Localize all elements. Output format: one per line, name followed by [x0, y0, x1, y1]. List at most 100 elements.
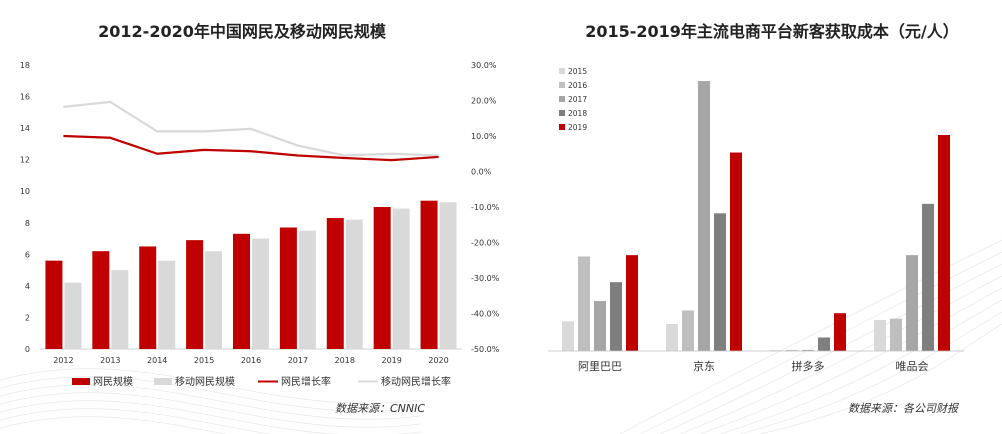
bar-2016-阿里巴巴 [578, 256, 590, 351]
legend-label: 2017 [568, 95, 587, 104]
right-tick-label: -10.0% [471, 203, 500, 212]
legend-label: 2019 [568, 123, 587, 132]
bar-netizen-2016 [233, 233, 250, 349]
left-tick-label: 10 [20, 187, 30, 196]
bar-2015-京东 [666, 324, 678, 351]
chart2-x-axis: 阿里巴巴 京东 拼多多 唯品会 [548, 350, 964, 373]
right-tick-label: 0.0% [471, 168, 492, 177]
bar-mobile-2012 [64, 282, 82, 349]
legend-label: 网民增长率 [281, 375, 331, 388]
left-tick-label: 2 [25, 313, 30, 322]
right-tick-label: 20.0% [471, 97, 497, 106]
bar-2018-京东 [714, 213, 726, 351]
mobile-growth-line [63, 100, 439, 157]
left-tick-label: 12 [20, 156, 30, 165]
bar-mobile-2020 [439, 202, 457, 349]
legend-label: 2015 [568, 67, 587, 76]
legend-swatch [559, 68, 565, 74]
chart1-x-axis: 2012 2013 2014 2015 2016 2017 2018 2019 2020 [53, 356, 448, 365]
bar-2016-京东 [682, 310, 694, 351]
bar-netizen-2013 [92, 251, 110, 349]
bar-mobile-2015 [205, 251, 223, 349]
left-tick-label: 4 [25, 282, 30, 291]
x-tick-label: 2020 [428, 356, 448, 365]
legend-label: 移动网民增长率 [381, 375, 451, 388]
bar-mobile-2013 [111, 270, 129, 349]
x-tick-label: 2018 [335, 356, 355, 365]
bar-netizen-2019 [373, 207, 391, 349]
bar-mobile-2018 [345, 219, 363, 349]
chart1-right-axis: -50.0% -40.0% -30.0% -20.0% -10.0% 0.0% 10.0% 2… [471, 61, 500, 354]
legend-swatch [559, 110, 565, 116]
right-tick-label: -50.0% [471, 345, 500, 354]
netizen-growth-line [63, 134, 439, 162]
x-tick-label: 拼多多 [792, 359, 825, 373]
bar-2016-唯品会 [890, 318, 902, 351]
bar-mobile-2016 [252, 238, 269, 349]
bar-2018-阿里巴巴 [610, 282, 622, 351]
bar-2015-阿里巴巴 [562, 321, 574, 351]
chart2-source: 数据来源：各公司财报 [848, 402, 960, 415]
right-tick-label: 30.0% [471, 61, 497, 70]
legend-label: 2016 [568, 81, 587, 90]
bar-mobile-2017 [298, 230, 316, 349]
chart2-legend: 2015 2016 2017 2018 2019 [559, 67, 587, 132]
x-tick-label: 2015 [194, 356, 214, 365]
left-tick-label: 8 [25, 219, 30, 228]
x-tick-label: 唯品会 [896, 360, 929, 373]
legend-swatch [154, 378, 172, 385]
legend-swatch [559, 82, 565, 88]
bar-2019-拼多多 [834, 313, 846, 351]
x-tick-label: 2012 [53, 356, 73, 365]
bar-mobile-2014 [158, 260, 176, 349]
chart1-source: 数据来源：CNNIC [335, 402, 425, 415]
left-tick-label: 0 [25, 345, 30, 354]
legend-swatch [72, 378, 90, 385]
bar-mobile-2019 [392, 208, 410, 349]
chart1-title: 2012-2020年中国网民及移动网民规模 [98, 22, 387, 41]
bar-netizen-2018 [326, 218, 344, 349]
x-tick-label: 2017 [288, 356, 308, 365]
x-tick-label: 2014 [147, 356, 167, 365]
chart1-bars [45, 200, 457, 349]
left-tick-label: 14 [20, 124, 30, 133]
bar-2019-唯品会 [938, 135, 950, 351]
bar-2017-拼多多 [802, 349, 814, 351]
chart1-left-axis: 0 2 4 6 8 10 12 14 16 18 [20, 61, 30, 354]
legend-label: 2018 [568, 109, 587, 118]
chart2-bars [562, 81, 950, 351]
bar-2018-唯品会 [922, 203, 934, 351]
x-tick-label: 京东 [693, 359, 715, 373]
right-tick-label: 10.0% [471, 132, 497, 141]
bar-2015-拼多多 [770, 350, 782, 351]
right-tick-label: -20.0% [471, 239, 500, 248]
legend-swatch [559, 96, 565, 102]
legend-label: 移动网民规模 [175, 375, 235, 388]
x-tick-label: 2019 [381, 356, 401, 365]
left-tick-label: 6 [25, 250, 30, 259]
bar-2019-阿里巴巴 [626, 255, 638, 351]
bar-2017-京东 [698, 81, 710, 351]
bar-2018-拼多多 [818, 337, 830, 351]
legend-swatch [559, 124, 565, 130]
right-tick-label: -30.0% [471, 274, 500, 283]
x-tick-label: 2013 [100, 356, 120, 365]
bar-2017-唯品会 [906, 255, 918, 351]
bar-netizen-2020 [420, 200, 438, 349]
left-tick-label: 16 [20, 93, 30, 102]
legend-label: 网民规模 [93, 375, 133, 388]
chart2-title: 2015-2019年主流电商平台新客获取成本（元/人） [585, 22, 959, 41]
bar-netizen-2017 [279, 227, 297, 349]
bar-netizen-2015 [186, 240, 204, 349]
bar-netizen-2014 [139, 246, 157, 349]
bar-2015-唯品会 [874, 319, 886, 351]
chart1-lines [63, 100, 439, 162]
bar-2019-京东 [730, 152, 742, 351]
x-tick-label: 2016 [241, 356, 261, 365]
right-tick-label: -40.0% [471, 310, 500, 319]
chart1-legend: 网民规模 移动网民规模 网民增长率 移动网民增长率 [72, 375, 451, 388]
x-tick-label: 阿里巴巴 [578, 360, 622, 373]
